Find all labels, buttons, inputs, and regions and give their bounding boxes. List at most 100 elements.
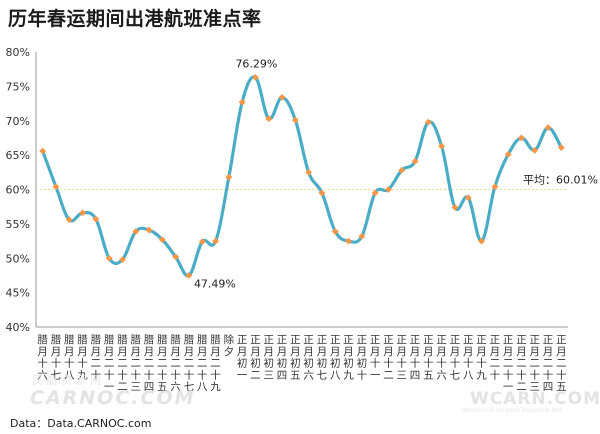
x-tick-label: 腊月二十	[91, 334, 102, 381]
data-point-marker	[238, 98, 246, 106]
y-tick-label: 60%	[6, 184, 30, 197]
x-tick-label: 腊月十八	[64, 334, 75, 381]
x-tick-label: 正月十三	[397, 334, 408, 381]
series-line	[41, 75, 563, 278]
x-tick-label: 正月初八	[330, 334, 341, 381]
data-point-marker	[398, 166, 406, 174]
x-tick-label: 除夕	[224, 333, 235, 358]
data-point-marker	[345, 237, 352, 245]
watermark-right-sub: World Civil Aviation Resource Net	[462, 407, 562, 414]
x-tick-label: 正月二十	[490, 334, 501, 381]
x-tick-label: 正月二十四	[543, 334, 554, 393]
x-tick-label: 正月十七	[450, 334, 461, 381]
data-point-marker	[491, 183, 499, 191]
data-point-marker	[531, 146, 539, 154]
x-tick-label: 腊月二十七	[184, 334, 195, 393]
data-point-marker	[79, 209, 86, 217]
x-tick-label: 正月初四	[277, 334, 288, 381]
data-point-marker	[39, 147, 47, 155]
data-point-marker	[424, 118, 432, 126]
data-point-marker	[385, 186, 392, 193]
data-point-marker	[52, 183, 60, 191]
x-tick-label: 腊月二十二	[117, 334, 128, 393]
data-point-marker	[278, 93, 286, 101]
x-tick-label: 腊月二十六	[170, 334, 181, 393]
x-tick-label: 正月十八	[463, 334, 474, 381]
average-label: 平均：60.01%	[523, 173, 598, 186]
data-point-marker	[225, 173, 233, 181]
data-point-marker	[291, 116, 299, 124]
data-point-marker	[92, 215, 100, 223]
x-tick-label: 正月初三	[264, 334, 275, 381]
x-tick-label: 正月二十五	[556, 334, 567, 393]
x-tick-label: 正月十四	[410, 334, 421, 381]
y-tick-label: 65%	[6, 149, 30, 162]
data-point-marker	[105, 254, 113, 262]
chart-title: 历年春运期间出港航班准点率	[8, 8, 262, 30]
x-tick-label: 腊月十九	[77, 334, 88, 381]
data-point-marker	[451, 203, 459, 211]
data-point-marker	[252, 74, 259, 81]
data-point-marker	[318, 189, 326, 197]
y-tick-label: 45%	[6, 287, 30, 300]
x-tick-label: 正月初一	[237, 334, 248, 381]
data-point-marker	[557, 144, 565, 151]
y-tick-label: 55%	[6, 218, 30, 231]
x-tick-label: 正月初五	[290, 334, 301, 381]
x-tick-label: 正月二十一	[503, 334, 514, 393]
x-tick-label: 正月十九	[476, 334, 487, 381]
x-tick-label: 正月二十二	[516, 334, 527, 393]
x-tick-label: 正月初二	[250, 334, 261, 381]
x-tick-label: 正月初九	[343, 334, 354, 381]
data-annotation: 76.29%	[235, 57, 277, 70]
x-tick-label: 正月十二	[383, 334, 394, 381]
data-point-marker	[371, 189, 379, 197]
data-point-marker	[185, 272, 193, 279]
watermark-right: WCARN.COM	[470, 389, 600, 409]
data-point-marker	[518, 134, 525, 142]
data-point-marker	[132, 228, 140, 235]
y-tick-label: 40%	[6, 321, 30, 334]
y-tick-label: 50%	[6, 252, 30, 265]
data-point-marker	[544, 124, 552, 132]
x-tick-label: 正月初十	[357, 334, 368, 381]
x-tick-label: 腊月二十九	[210, 334, 221, 393]
y-tick-label: 80%	[6, 46, 30, 59]
data-point-marker	[411, 157, 419, 165]
data-point-marker	[119, 256, 126, 264]
data-point-marker	[158, 236, 166, 244]
x-tick-label: 腊月十六	[37, 334, 48, 381]
watermark-left: CARNOC.COM	[30, 387, 196, 409]
data-point-marker	[265, 115, 273, 123]
watermark-left-sub: 民 航 资 源 网	[32, 374, 101, 387]
data-source-note: Data：Data.CARNOC.com	[10, 417, 152, 430]
data-point-marker	[331, 228, 339, 235]
data-point-marker	[145, 226, 153, 234]
data-annotation: 47.49%	[194, 278, 236, 291]
data-point-marker	[198, 238, 206, 246]
data-point-marker	[212, 237, 219, 245]
x-tick-label: 腊月二十一	[104, 334, 115, 393]
x-tick-label: 正月二十三	[530, 334, 541, 393]
data-point-marker	[305, 168, 313, 176]
x-tick-label: 腊月二十三	[131, 334, 142, 393]
y-tick-label: 70%	[6, 115, 30, 128]
data-point-marker	[172, 253, 180, 261]
x-tick-label: 正月初七	[317, 334, 328, 381]
x-tick-label: 腊月二十四	[144, 334, 155, 393]
x-tick-label: 正月十六	[436, 334, 447, 381]
data-point-marker	[438, 142, 446, 150]
x-tick-label: 正月初六	[303, 334, 314, 381]
data-point-marker	[478, 237, 485, 245]
x-tick-label: 腊月十七	[51, 334, 62, 381]
x-tick-label: 正月十五	[423, 334, 434, 381]
x-tick-label: 正月十一	[370, 334, 381, 381]
x-tick-label: 腊月二十八	[197, 334, 208, 393]
x-tick-label: 腊月二十五	[157, 334, 168, 393]
data-point-marker	[504, 151, 512, 158]
data-point-marker	[464, 194, 472, 202]
data-point-marker	[358, 232, 366, 240]
y-tick-label: 75%	[6, 80, 30, 93]
data-point-marker	[65, 216, 73, 224]
